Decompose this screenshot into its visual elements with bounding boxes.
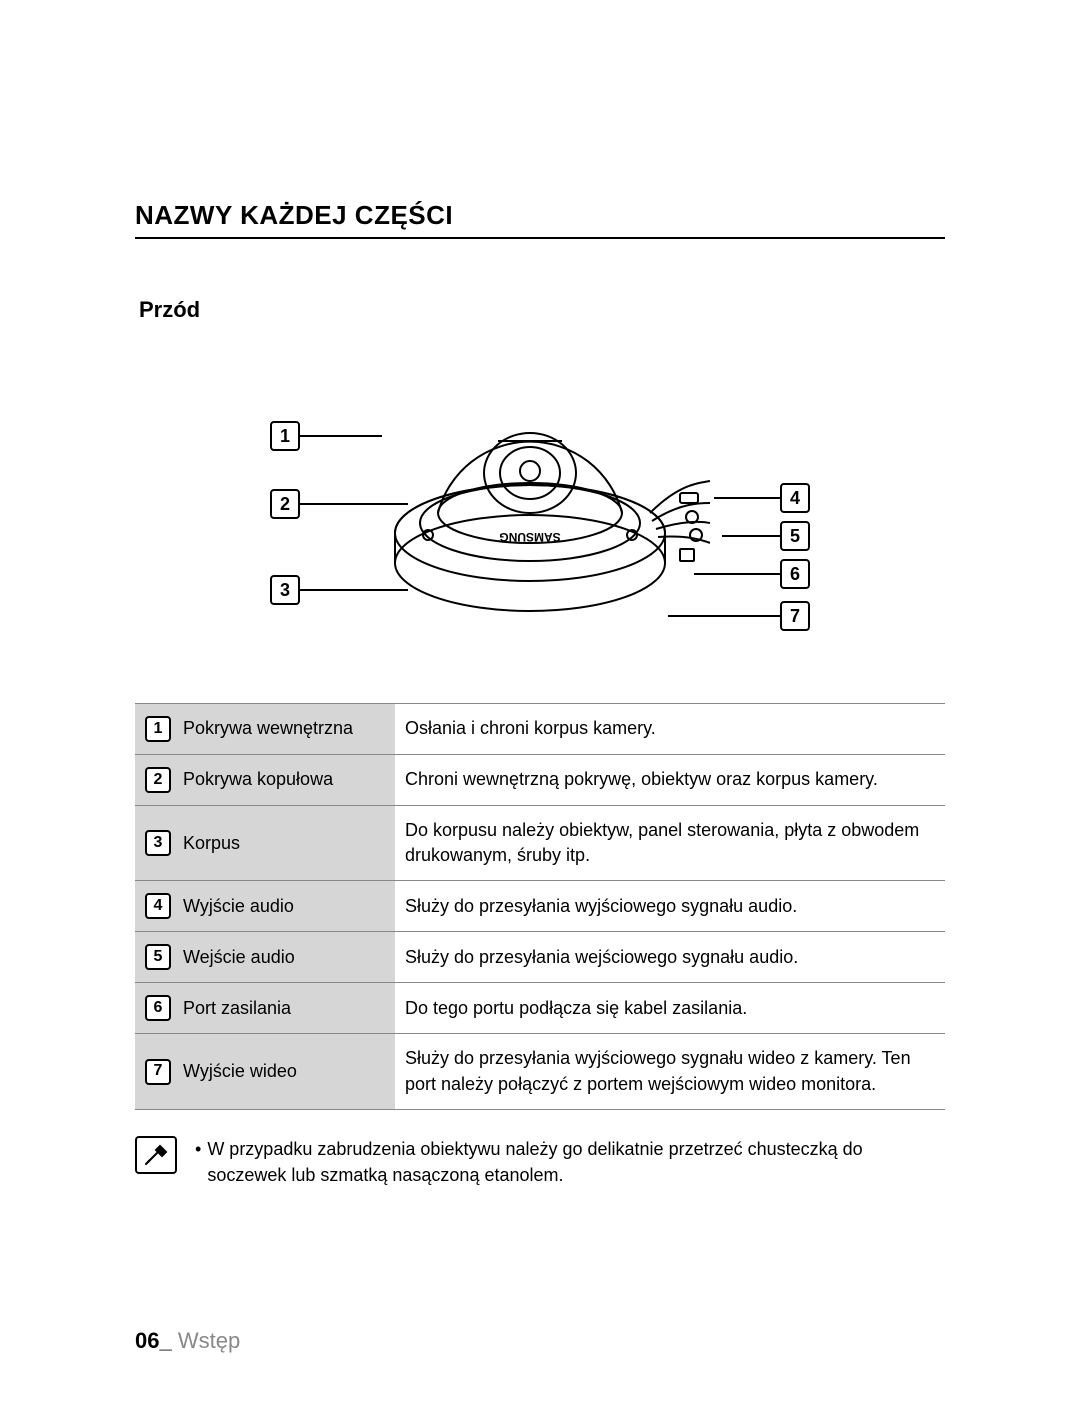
- brand-text: SAMSUNG: [499, 530, 560, 544]
- part-name: Pokrywa kopułowa: [183, 767, 333, 792]
- part-label-cell: 4 Wyjście audio: [135, 881, 395, 932]
- note-icon: [135, 1136, 177, 1174]
- part-name: Port zasilania: [183, 996, 291, 1021]
- callout-lead: [300, 435, 382, 437]
- parts-table: 1 Pokrywa wewnętrzna Osłania i chroni korp…: [135, 703, 945, 1110]
- part-name: Korpus: [183, 831, 240, 856]
- callout-1: 1: [270, 421, 382, 451]
- part-number: 5: [145, 944, 171, 970]
- note-text: W przypadku zabrudzenia obiektywu należy…: [207, 1136, 945, 1188]
- page-footer: 06_ Wstęp: [135, 1328, 240, 1354]
- callout-lead: [714, 497, 780, 499]
- part-description: Służy do przesyłania wyjściowego sygnału…: [395, 881, 945, 932]
- callout-num: 3: [270, 575, 300, 605]
- part-number: 4: [145, 893, 171, 919]
- part-name: Wejście audio: [183, 945, 295, 970]
- part-name: Pokrywa wewnętrzna: [183, 716, 353, 741]
- callout-6: 6: [694, 559, 810, 589]
- part-description: Do tego portu podłącza się kabel zasilan…: [395, 983, 945, 1034]
- part-description: Do korpusu należy obiektyw, panel sterow…: [395, 806, 945, 881]
- table-row: 1 Pokrywa wewnętrzna Osłania i chroni korp…: [135, 704, 945, 755]
- callout-num: 2: [270, 489, 300, 519]
- table-row: 6 Port zasilania Do tego portu podłącza si…: [135, 983, 945, 1034]
- callout-4: 4: [714, 483, 810, 513]
- part-label-cell: 1 Pokrywa wewnętrzna: [135, 704, 395, 755]
- part-label-cell: 6 Port zasilania: [135, 983, 395, 1034]
- table-row: 4 Wyjście audio Służy do przesyłania wyjśc…: [135, 881, 945, 932]
- part-label-cell: 5 Wejście audio: [135, 932, 395, 983]
- table-row: 3 Korpus Do korpusu należy obiektyw, panel…: [135, 806, 945, 881]
- section-title: NAZWY KAŻDEJ CZĘŚCI: [135, 200, 945, 239]
- footer-section: Wstęp: [172, 1328, 240, 1353]
- callout-num: 6: [780, 559, 810, 589]
- part-description: Służy do przesyłania wyjściowego sygnału…: [395, 1034, 945, 1109]
- table-row: 2 Pokrywa kopułowa Chroni wewnętrzną pokry…: [135, 755, 945, 806]
- callout-3: 3: [270, 575, 408, 605]
- callout-lead: [300, 503, 408, 505]
- part-name: Wyjście wideo: [183, 1059, 297, 1084]
- camera-illustration: SAMSUNG: [380, 363, 710, 633]
- callout-7: 7: [668, 601, 810, 631]
- callout-num: 4: [780, 483, 810, 513]
- callout-5: 5: [722, 521, 810, 551]
- part-description: Chroni wewnętrzną pokrywę, obiektyw oraz…: [395, 755, 945, 806]
- part-label-cell: 7 Wyjście wideo: [135, 1034, 395, 1109]
- callout-lead: [694, 573, 780, 575]
- callout-num: 7: [780, 601, 810, 631]
- part-label-cell: 2 Pokrywa kopułowa: [135, 755, 395, 806]
- camera-diagram: SAMSUNG 1 2 3 4 5 6 7: [270, 363, 810, 653]
- callout-lead: [722, 535, 780, 537]
- callout-2: 2: [270, 489, 408, 519]
- callout-num: 1: [270, 421, 300, 451]
- note: • W przypadku zabrudzenia obiektywu nale…: [135, 1136, 945, 1188]
- table-row: 5 Wejście audio Służy do przesyłania wejśc…: [135, 932, 945, 983]
- subsection-title: Przód: [135, 297, 945, 323]
- part-number: 6: [145, 995, 171, 1021]
- part-number: 7: [145, 1059, 171, 1085]
- part-number: 2: [145, 767, 171, 793]
- part-label-cell: 3 Korpus: [135, 806, 395, 881]
- part-number: 3: [145, 830, 171, 856]
- part-description: Osłania i chroni korpus kamery.: [395, 704, 945, 755]
- table-row: 7 Wyjście wideo Służy do przesyłania wyjśc…: [135, 1034, 945, 1109]
- part-name: Wyjście audio: [183, 894, 294, 919]
- callout-lead: [668, 615, 780, 617]
- page-number: 06_: [135, 1328, 172, 1353]
- part-number: 1: [145, 716, 171, 742]
- note-bullet: •: [195, 1136, 207, 1188]
- part-description: Służy do przesyłania wejściowego sygnału…: [395, 932, 945, 983]
- callout-lead: [300, 589, 408, 591]
- callout-num: 5: [780, 521, 810, 551]
- diagram-container: SAMSUNG 1 2 3 4 5 6 7: [135, 363, 945, 653]
